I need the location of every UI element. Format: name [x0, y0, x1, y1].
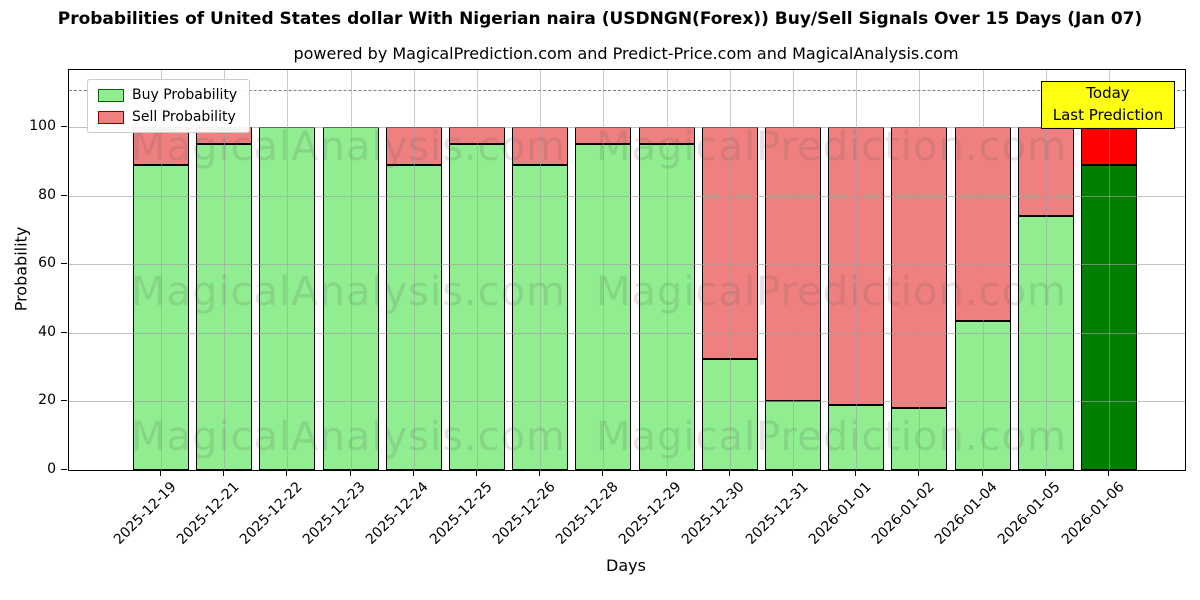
- watermark-text: MagicalPrediction.com: [596, 269, 1067, 315]
- bar-segment-buy-2026-01-02: [891, 408, 948, 470]
- y-tick-mark: [61, 331, 67, 333]
- gridline-vertical: [856, 70, 858, 470]
- x-tick-label: 2025-12-24: [363, 479, 433, 548]
- bar-segment-buy-2026-01-04: [954, 320, 1011, 470]
- plot-area: MagicalAnalysis.com MagicalPrediction.com…: [68, 69, 1186, 471]
- y-tick-mark: [61, 263, 67, 265]
- x-tick-label: 2025-12-26: [489, 479, 559, 548]
- bar-segment-buy-2025-12-22: [259, 127, 316, 470]
- gridline-horizontal: [69, 332, 1185, 334]
- gridline-vertical: [603, 70, 605, 470]
- y-tick-label: 80: [38, 186, 56, 203]
- y-tick-label: 0: [47, 461, 56, 477]
- bar-segment-sell-2026-01-05: [1017, 127, 1074, 217]
- x-tick-label: 2026-01-01: [805, 479, 875, 548]
- y-tick-mark: [61, 469, 67, 470]
- bar-segment-sell-2026-01-01: [828, 127, 885, 405]
- x-tick-label: 2025-12-28: [552, 479, 622, 548]
- y-tick-mark: [61, 126, 67, 128]
- x-tick-label: 2025-12-22: [236, 479, 306, 548]
- y-tick-label: 20: [38, 392, 56, 409]
- x-tick-label: 2025-12-23: [300, 479, 369, 548]
- today-annotation-line2: Last Prediction: [1052, 106, 1164, 124]
- today-annotation-line1: Today: [1086, 84, 1130, 103]
- bar-segment-sell-2026-01-06: [1081, 127, 1137, 165]
- bar-segment-sell-2025-12-26: [512, 127, 569, 165]
- legend: Buy Probability Sell Probability: [87, 79, 251, 133]
- gridline-vertical: [919, 70, 921, 470]
- bar-segment-sell-2025-12-25: [449, 127, 505, 145]
- bar-segment-buy-2025-12-25: [449, 144, 505, 470]
- gridline-horizontal: [69, 264, 1185, 266]
- x-tick-label: 2025-12-21: [173, 479, 243, 548]
- x-tick-label: 2025-12-31: [742, 479, 812, 548]
- bar-segment-buy-2025-12-19: [133, 164, 189, 470]
- gridline-vertical: [540, 70, 542, 470]
- bar-segment-sell-2025-12-30: [701, 127, 758, 359]
- gridline-vertical: [413, 70, 415, 470]
- chart-subtitle: powered by MagicalPrediction.com and Pre…: [293, 44, 959, 63]
- watermark-text: MagicalAnalysis.com: [131, 269, 567, 315]
- gridline-vertical: [1045, 70, 1047, 470]
- bar-segment-buy-2025-12-26: [512, 164, 569, 470]
- bar-segment-buy-2025-12-30: [701, 358, 758, 470]
- bar-segment-sell-2025-12-28: [575, 127, 632, 145]
- x-tick-label: 2025-12-19: [110, 479, 180, 548]
- bar-segment-buy-2025-12-24: [385, 164, 442, 470]
- watermark-text: MagicalPrediction.com: [596, 124, 1067, 170]
- bar-segment-buy-2025-12-31: [765, 401, 821, 470]
- bar-segment-buy-2026-01-05: [1017, 216, 1074, 470]
- gridline-vertical: [287, 70, 289, 470]
- x-tick-label: 2026-01-02: [868, 479, 938, 548]
- watermark-text: MagicalPrediction.com: [596, 414, 1067, 460]
- bar-segment-buy-2025-12-28: [575, 144, 632, 470]
- today-annotation: Today Last Prediction: [1041, 81, 1175, 129]
- legend-label-sell: Sell Probability: [132, 109, 236, 125]
- gridline-horizontal: [69, 195, 1185, 197]
- gridline-vertical: [477, 70, 478, 470]
- x-tick-label: 2025-12-29: [616, 479, 685, 548]
- bar-segment-sell-2025-12-31: [765, 127, 821, 402]
- bar-segment-sell-2025-12-29: [638, 127, 695, 145]
- threshold-dashed-line: [69, 89, 1185, 91]
- buy-swatch-icon: [98, 88, 124, 102]
- x-tick-label: 2025-12-30: [679, 479, 749, 548]
- gridline-vertical: [350, 70, 352, 470]
- gridline-vertical: [982, 70, 984, 470]
- watermark-text: MagicalAnalysis.com: [131, 414, 567, 460]
- gridline-vertical: [793, 70, 794, 470]
- legend-label-buy: Buy Probability: [132, 87, 238, 103]
- y-tick-mark: [61, 194, 67, 196]
- x-tick-label: 2025-12-25: [426, 479, 496, 548]
- bar-segment-sell-2026-01-02: [891, 127, 948, 409]
- bar-segment-buy-2026-01-01: [828, 404, 885, 470]
- legend-item-sell: Sell Probability: [98, 109, 237, 125]
- y-axis-label: Probability: [11, 226, 31, 312]
- y-tick-label: 40: [38, 323, 56, 340]
- bar-segment-buy-2025-12-23: [322, 127, 379, 470]
- bar-segment-buy-2026-01-06: [1081, 164, 1137, 470]
- sell-swatch-icon: [98, 110, 124, 124]
- legend-item-buy: Buy Probability: [98, 87, 237, 103]
- gridline-vertical: [729, 70, 731, 470]
- x-tick-label: 2026-01-04: [932, 479, 1001, 548]
- chart-title: Probabilities of United States dollar Wi…: [57, 9, 1143, 29]
- gridline-vertical: [666, 70, 668, 470]
- gridline-horizontal: [69, 401, 1185, 403]
- bar-segment-sell-2025-12-24: [385, 127, 442, 165]
- x-tick-label: 2026-01-06: [1058, 479, 1128, 548]
- bar-segment-sell-2026-01-04: [954, 127, 1011, 321]
- bar-segment-buy-2025-12-21: [196, 144, 253, 470]
- gridline-vertical: [1109, 70, 1110, 470]
- y-tick-mark: [61, 400, 67, 402]
- y-tick-label: 100: [29, 118, 56, 135]
- bar-segment-buy-2025-12-29: [638, 144, 695, 470]
- x-tick-label: 2026-01-05: [995, 479, 1065, 548]
- x-axis-label: Days: [606, 556, 646, 575]
